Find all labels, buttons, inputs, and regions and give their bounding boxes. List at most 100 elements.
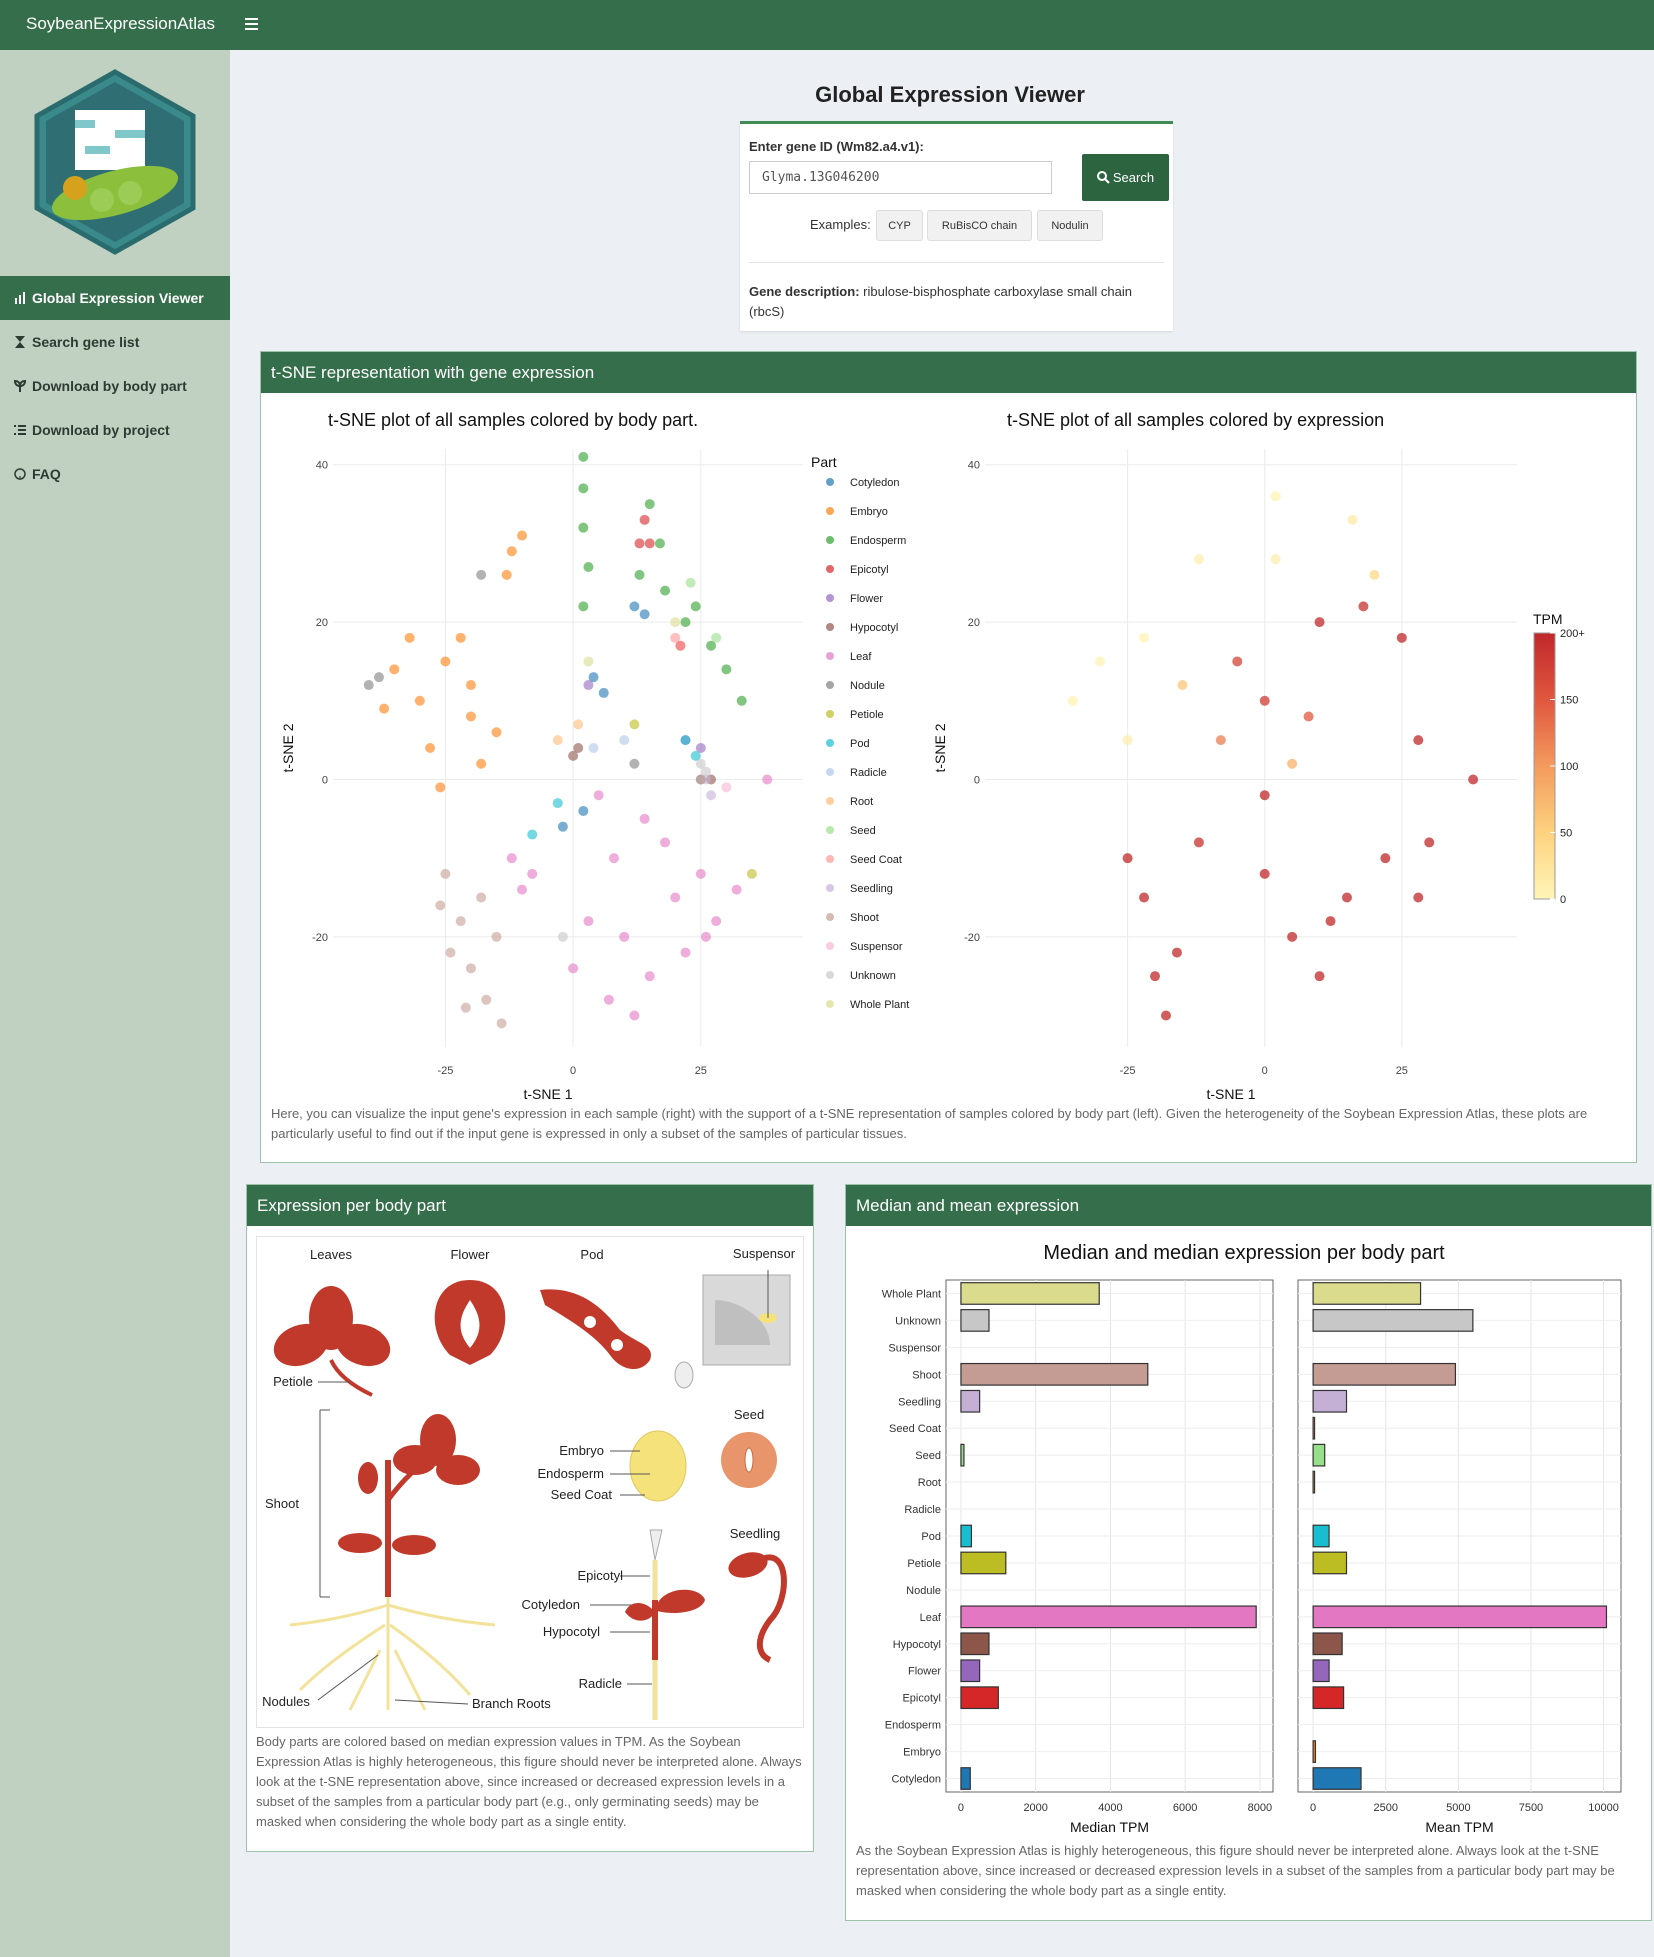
y-tick-label: 0 [974,774,980,786]
example-button[interactable]: Nodulin [1037,210,1103,241]
menu-icon [15,336,25,348]
menu-toggle[interactable] [245,17,259,31]
scatter-point [593,790,604,801]
panel-caption: As the Soybean Expression Atlas is highl… [856,1843,1615,1898]
x-axis-title: t-SNE 1 [1206,1086,1255,1102]
menu-item[interactable]: Download by project [0,408,230,452]
legend-marker [826,652,834,660]
gene-input[interactable]: Glyma.13G046200 [749,161,1052,194]
colorbar-tick-label: 100 [1560,761,1578,773]
scatter-point [573,719,584,730]
legend-marker [826,797,834,805]
scatter-point [1171,947,1182,958]
gene-description: Gene description: ribulose-bisphosphate … [749,282,1164,322]
diagram-label: Seed Coat [551,1487,613,1502]
x-axis-title: Median TPM [1070,1819,1149,1835]
diagram-label: Branch Roots [472,1696,551,1711]
x-tick-label: 7500 [1519,1802,1543,1814]
scatter-point [1122,853,1133,864]
scatter-point [491,727,502,738]
scatter-point [527,868,538,879]
legend-label: Seed Coat [850,854,902,866]
bar [1312,1605,1608,1629]
scatter-point [404,632,415,643]
bar [1312,1632,1343,1656]
scatter-point [706,790,717,801]
leaf-shape [358,1462,378,1494]
scatter-point [496,1018,507,1029]
scatter-point [1177,680,1188,691]
scatter-point [583,562,594,573]
menu-item[interactable]: Global Expression Viewer [0,276,230,320]
description-text: ribulose-bisphosphate carboxylase small … [749,284,1132,319]
suspensor-detail [674,1361,694,1389]
scatter-point [568,750,579,761]
legend-marker [826,884,834,892]
y-tick-label: Flower [908,1666,941,1678]
pod-seed [584,1316,596,1328]
menu-item[interactable]: Download by body part [0,364,230,408]
scatter-point [465,680,476,691]
scatter-point [680,617,691,628]
scatter-point [578,522,589,533]
petiole-shape [329,1359,373,1397]
example-button[interactable]: RuBisCO chain [927,210,1032,241]
scatter-point [746,868,757,879]
scatter-point [629,758,640,769]
scatter-point [1259,695,1270,706]
scatter-point [695,743,706,753]
scatter-point [506,853,517,864]
examples-label: Examples: [810,217,871,232]
example-button[interactable]: CYP [876,210,923,241]
x-tick-label: 0 [958,1802,964,1814]
panel-header: t-SNE representation with gene expressio… [261,352,1636,393]
bar [960,1362,1149,1386]
y-tick-label: Whole Plant [882,1288,941,1300]
leader-line [317,1654,379,1701]
menu-item[interactable]: Search gene list [0,320,230,364]
scatter-point [603,994,614,1005]
x-tick-label: -25 [437,1065,453,1077]
x-tick-label: 4000 [1098,1802,1122,1814]
scatter-point [1287,931,1298,942]
scatter-point [700,766,711,777]
scatter-point [517,530,528,541]
bar [1312,1470,1316,1494]
bar [1312,1767,1362,1790]
menu-icon [15,292,25,304]
scatter-point [578,451,589,462]
menu-label: Search gene list [32,334,140,350]
tsne-panel: t-SNE representation with gene expressio… [260,351,1637,1163]
scatter-point [700,931,711,942]
scatter-point [619,931,630,942]
scatter-point [1122,735,1133,746]
legend-label: Flower [850,593,883,605]
menu-item[interactable]: FAQ [0,452,230,496]
pod-shape [540,1289,651,1370]
scatter-point [598,687,609,698]
scatter-point [573,743,584,753]
diagram-label: Leaves [310,1247,352,1262]
y-tick-label: 20 [316,617,328,629]
colorbar-tick-label: 150 [1560,695,1578,707]
bracket [319,1409,330,1598]
legend-marker [826,478,834,486]
seedling-leaf [728,1552,768,1578]
scatter-point [435,782,446,793]
diagram-label: Embryo [559,1443,604,1458]
scatter-point [389,664,400,675]
bar [1312,1389,1348,1413]
y-tick-label: Nodule [906,1585,941,1597]
leaf-shape [273,1323,329,1367]
diagram-label: Cotyledon [521,1597,580,1612]
scatter-point [506,546,517,557]
brand[interactable]: SoybeanExpressionAtlas [26,14,216,33]
x-tick-label: 2000 [1023,1802,1047,1814]
y-tick-label: Endosperm [885,1720,941,1732]
legend-label: Radicle [850,767,887,779]
search-button[interactable]: Search [1082,154,1169,201]
y-tick-label: Leaf [920,1612,942,1624]
bar [1312,1416,1316,1440]
